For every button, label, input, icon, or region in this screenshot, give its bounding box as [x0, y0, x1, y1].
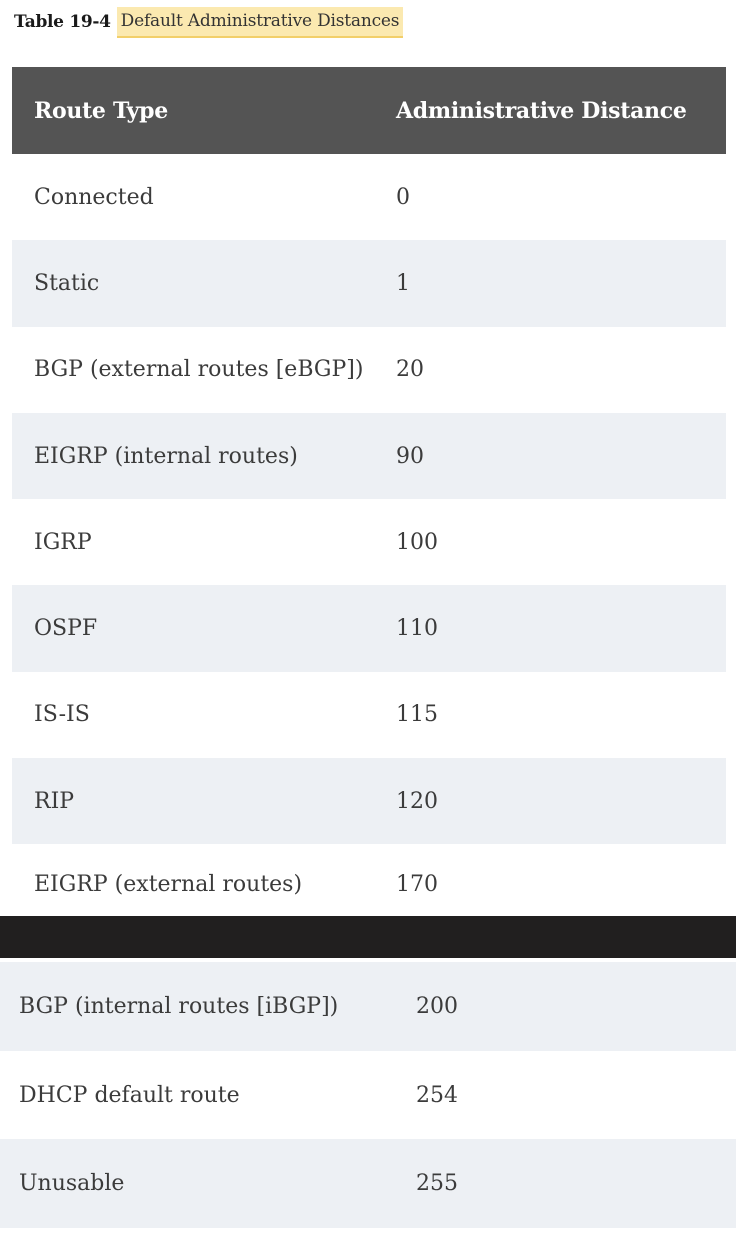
- admin-distance-cell: 255: [416, 1171, 458, 1197]
- table-row: IGRP 100: [12, 499, 726, 585]
- admin-distance-cell: 254: [416, 1082, 458, 1108]
- admin-distance-table-continued: BGP (internal routes [iBGP]) 200 DHCP defa…: [0, 962, 736, 1229]
- admin-distance-cell: 0: [396, 184, 410, 210]
- table-row: DHCP default route 254: [0, 1051, 736, 1140]
- header-admin-distance: Administrative Distance: [396, 97, 687, 124]
- page-divider-bar: [0, 916, 736, 958]
- table-row: OSPF 110: [12, 585, 726, 672]
- admin-distance-table: Route Type Administrative Distance Conne…: [12, 67, 726, 906]
- table-row: EIGRP (external routes) 170: [12, 844, 726, 906]
- admin-distance-cell: 90: [396, 443, 424, 469]
- admin-distance-cell: 1: [396, 270, 410, 296]
- admin-distance-cell: 20: [396, 357, 424, 383]
- route-type-cell: Static: [34, 270, 100, 296]
- table-title: Default Administrative Distances: [116, 6, 404, 38]
- table-row: BGP (internal routes [iBGP]) 200: [0, 962, 736, 1051]
- route-type-cell: EIGRP (internal routes): [34, 443, 298, 469]
- route-type-cell: EIGRP (external routes): [34, 872, 303, 898]
- route-type-cell: IGRP: [34, 529, 92, 555]
- route-type-cell: Connected: [34, 184, 154, 210]
- route-type-cell: Unusable: [19, 1171, 125, 1197]
- route-type-cell: DHCP default route: [19, 1082, 240, 1108]
- admin-distance-cell: 170: [396, 872, 438, 898]
- admin-distance-cell: 110: [396, 616, 438, 642]
- table-number: Table 19-4: [14, 12, 111, 32]
- admin-distance-cell: 200: [416, 993, 458, 1019]
- table-row: Static 1: [12, 240, 726, 327]
- table-row: Unusable 255: [0, 1139, 736, 1229]
- header-route-type: Route Type: [34, 97, 168, 124]
- table-row: RIP 120: [12, 758, 726, 845]
- route-type-cell: BGP (external routes [eBGP]): [34, 357, 364, 383]
- route-type-cell: IS-IS: [34, 702, 90, 728]
- table-row: EIGRP (internal routes) 90: [12, 412, 726, 500]
- route-type-cell: RIP: [34, 788, 75, 814]
- admin-distance-cell: 100: [396, 529, 438, 555]
- admin-distance-cell: 120: [396, 788, 438, 814]
- table-row: BGP (external routes [eBGP]) 20: [12, 327, 726, 413]
- table-header-row: Route Type Administrative Distance: [12, 67, 726, 154]
- table-row: IS-IS 115: [12, 672, 726, 758]
- route-type-cell: BGP (internal routes [iBGP]): [19, 993, 339, 1019]
- table-caption: Table 19-4 Default Administrative Distan…: [14, 6, 404, 38]
- route-type-cell: OSPF: [34, 616, 98, 642]
- table-row: Connected 0: [12, 154, 726, 240]
- admin-distance-cell: 115: [396, 702, 438, 728]
